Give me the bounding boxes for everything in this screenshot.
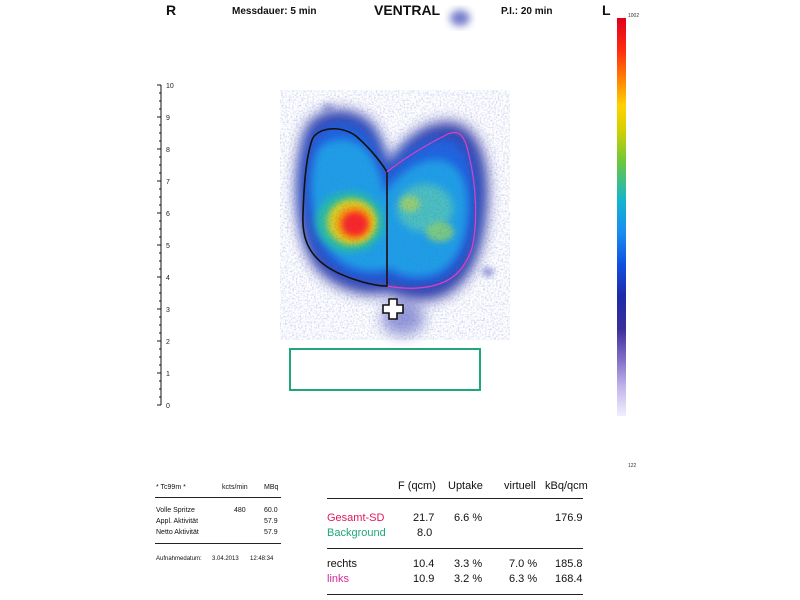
row-gesamt-uptake: 6.6 % bbox=[454, 512, 483, 524]
background-roi bbox=[289, 348, 481, 391]
date-value: 3.04.2013 bbox=[212, 556, 239, 562]
pi-time: P.I.: 20 min bbox=[501, 6, 553, 17]
ruler-tick-label: 0 bbox=[166, 403, 170, 410]
row-label: Appl. Aktivität bbox=[156, 518, 199, 525]
col-header: F (qcm) bbox=[398, 480, 436, 492]
side-left-label: L bbox=[602, 2, 611, 18]
ruler-tick-label: 8 bbox=[166, 147, 170, 154]
row-links-virtuell: 6.3 % bbox=[509, 573, 538, 585]
row-background-f: 8.0 bbox=[417, 527, 433, 539]
ruler-tick-label: 10 bbox=[166, 83, 174, 90]
cross-marker-icon bbox=[382, 298, 404, 320]
color-scale-max: 1002 bbox=[628, 13, 640, 19]
row-gesamt-kbq: 176.9 bbox=[555, 512, 583, 524]
ruler-tick-label: 1 bbox=[166, 371, 170, 378]
row-mbq: 57.9 bbox=[264, 529, 278, 536]
row-gesamt-f: 21.7 bbox=[413, 512, 435, 524]
side-right-label: R bbox=[166, 2, 177, 18]
measure-duration: Messdauer: 5 min bbox=[232, 6, 317, 17]
row-rechts-f: 10.4 bbox=[413, 558, 435, 570]
row-links-kbq: 168.4 bbox=[555, 573, 583, 585]
col-header: Uptake bbox=[448, 480, 483, 492]
col-mbq: MBq bbox=[264, 484, 279, 491]
color-scale-min: 122 bbox=[628, 463, 637, 469]
row-links-label: links bbox=[327, 573, 350, 585]
col-header: virtuell bbox=[504, 480, 536, 492]
row-background-label: Background bbox=[327, 527, 386, 539]
row-links-f: 10.9 bbox=[413, 573, 435, 585]
date-label: Aufnahmedatum: bbox=[156, 556, 202, 562]
ruler-tick-label: 9 bbox=[166, 115, 170, 122]
color-scale-bar bbox=[617, 18, 626, 416]
ruler-tick-label: 4 bbox=[166, 275, 170, 282]
time-value: 12:48:34 bbox=[250, 556, 274, 562]
roi-right-lobe bbox=[302, 128, 388, 287]
ruler-tick-label: 7 bbox=[166, 179, 170, 186]
ruler-tick-label: 2 bbox=[166, 339, 170, 346]
row-rechts-uptake: 3.3 % bbox=[454, 558, 483, 570]
thyroid-activity bbox=[280, 10, 510, 340]
row-mbq: 60.0 bbox=[264, 507, 278, 514]
ruler-tick-label: 6 bbox=[166, 211, 170, 218]
isotope-name: * Tc99m * bbox=[156, 484, 186, 491]
col-kcts: kcts/min bbox=[222, 484, 248, 491]
row-label: Netto Aktivität bbox=[156, 529, 199, 536]
roi-left-lobe bbox=[386, 131, 477, 289]
col-header: kBq/qcm bbox=[545, 480, 588, 492]
row-rechts-virtuell: 7.0 % bbox=[509, 558, 538, 570]
row-mbq: 57.9 bbox=[264, 518, 278, 525]
row-rechts-label: rechts bbox=[327, 558, 357, 570]
row-kcts: 480 bbox=[234, 507, 246, 514]
ruler-tick-label: 5 bbox=[166, 243, 170, 250]
ruler-tick-label: 3 bbox=[166, 307, 170, 314]
view-title: VENTRAL bbox=[374, 2, 441, 18]
row-label: Volle Spritze bbox=[156, 507, 195, 514]
row-rechts-kbq: 185.8 bbox=[555, 558, 583, 570]
row-links-uptake: 3.2 % bbox=[454, 573, 483, 585]
row-gesamt-label: Gesamt-SD bbox=[327, 512, 385, 524]
